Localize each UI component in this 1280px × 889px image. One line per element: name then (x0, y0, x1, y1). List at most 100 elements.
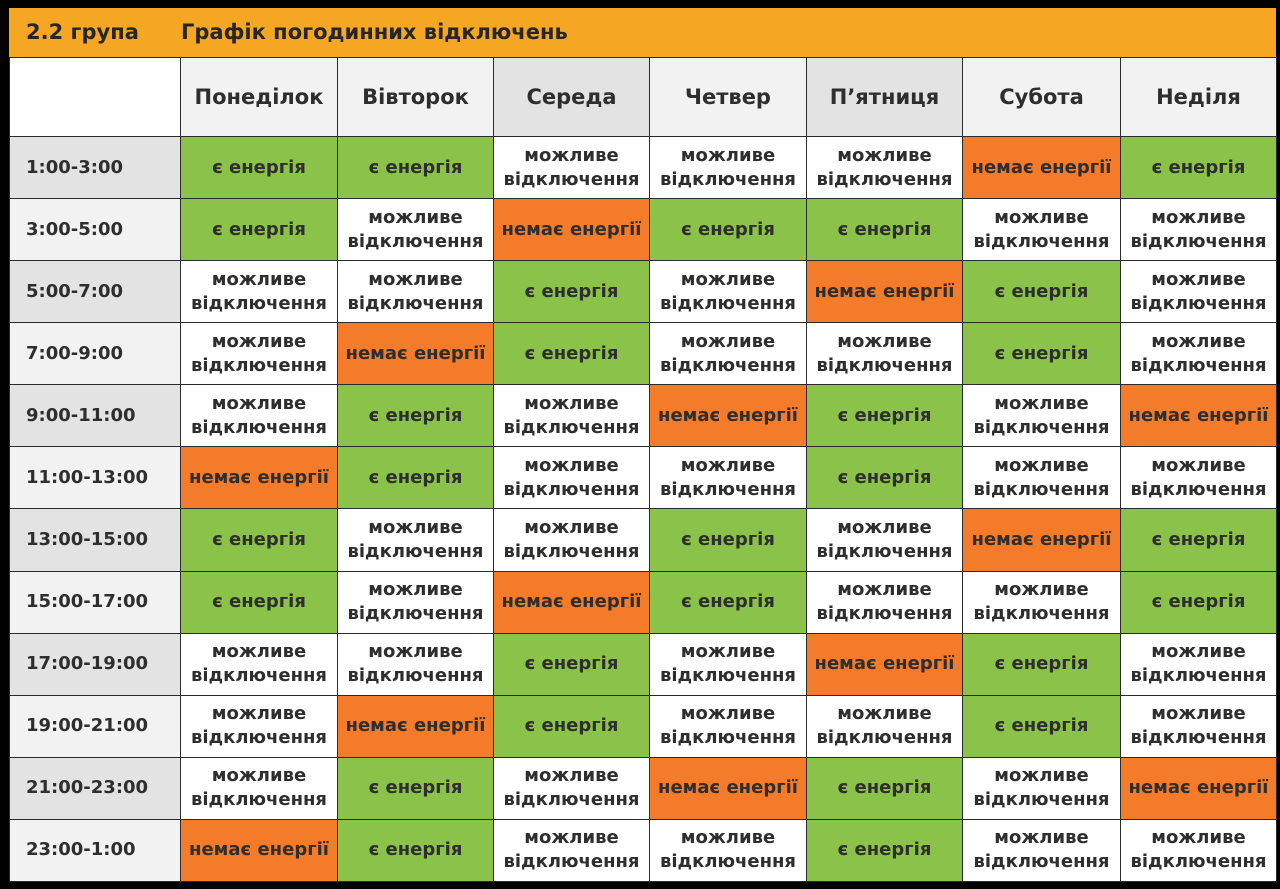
status-label: можливе відключення (816, 330, 953, 376)
status-label: немає енергії (1128, 777, 1269, 799)
status-label: можливе відключення (503, 144, 640, 190)
time-slot: 1:00-3:00 (9, 135, 181, 200)
table-row: 1:00-3:00 є енергія є енергія можливе відкл… (9, 135, 1277, 200)
schedule-cell: є енергія (806, 818, 963, 883)
status-label: можливе відключення (973, 765, 1110, 811)
schedule-cell: можливе відключення (1120, 446, 1277, 510)
status-label: немає енергії (345, 715, 486, 737)
status-label: можливе відключення (816, 144, 953, 190)
status-label: можливе відключення (973, 827, 1110, 873)
status-label: є енергія (212, 218, 306, 240)
status-label: можливе відключення (660, 641, 796, 687)
schedule-cell: можливе відключення (493, 508, 650, 572)
schedule-cell: є енергія (180, 135, 338, 200)
table-row: 23:00-1:00 немає енергії є енергія можливе … (9, 818, 1277, 883)
schedule-cell: немає енергії (806, 260, 963, 324)
time-slot: 15:00-17:00 (9, 570, 181, 634)
status-label: немає енергії (814, 280, 955, 302)
header-bar: 2.2 група Графік погодинних відключень (9, 8, 1276, 57)
day-header: Субота (962, 57, 1121, 137)
schedule-cell: можливе відключення (493, 446, 650, 510)
status-label: є енергія (1151, 591, 1246, 613)
schedule-cell: можливе відключення (337, 260, 494, 324)
time-slot: 23:00-1:00 (9, 818, 181, 883)
schedule-cell: можливе відключення (1120, 818, 1277, 883)
schedule-cell: немає енергії (962, 508, 1121, 572)
status-label: можливе відключення (1130, 827, 1267, 873)
table-row: 11:00-13:00 немає енергії є енергія можливе… (9, 446, 1277, 510)
schedule-cell: можливе відключення (180, 260, 338, 324)
day-header: Четвер (649, 57, 807, 137)
status-label: можливе відключення (503, 392, 640, 438)
schedule-cell: є енергія (337, 818, 494, 883)
status-label: можливе відключення (347, 268, 484, 314)
schedule-cell: є енергія (806, 198, 963, 262)
schedule-cell: є енергія (493, 694, 650, 758)
schedule-cell: немає енергії (649, 756, 807, 820)
schedule-cell: є енергія (1120, 508, 1277, 572)
schedule-cell: можливе відключення (493, 756, 650, 820)
status-label: можливе відключення (973, 454, 1110, 500)
status-label: немає енергії (189, 839, 329, 861)
schedule-cell: можливе відключення (180, 322, 338, 386)
schedule-cell: можливе відключення (493, 135, 650, 200)
status-label: є енергія (994, 280, 1089, 302)
day-header: П’ятниця (806, 57, 963, 137)
schedule-cell: немає енергії (1120, 756, 1277, 820)
status-label: є енергія (368, 777, 463, 799)
schedule-cell: є енергія (493, 632, 650, 696)
schedule-cell: є енергія (180, 198, 338, 262)
time-slot: 5:00-7:00 (9, 260, 181, 324)
schedule-cell: можливе відключення (180, 632, 338, 696)
status-label: можливе відключення (1130, 206, 1267, 252)
schedule-cell: можливе відключення (962, 446, 1121, 510)
status-label: можливе відключення (973, 579, 1110, 625)
schedule-cell: можливе відключення (1120, 694, 1277, 758)
schedule-frame: 2.2 група Графік погодинних відключень П… (9, 8, 1277, 883)
schedule-cell: можливе відключення (1120, 632, 1277, 696)
schedule-cell: можливе відключення (962, 384, 1121, 448)
status-label: немає енергії (971, 156, 1112, 178)
status-label: можливе відключення (973, 392, 1110, 438)
status-label: є енергія (524, 280, 619, 302)
status-label: можливе відключення (191, 703, 327, 749)
schedule-cell: можливе відключення (337, 632, 494, 696)
status-label: є енергія (1151, 156, 1246, 178)
schedule-cell: можливе відключення (649, 446, 807, 510)
status-label: є енергія (212, 156, 306, 178)
status-label: є енергія (524, 342, 619, 364)
status-label: немає енергії (501, 591, 642, 613)
schedule-cell: можливе відключення (649, 260, 807, 324)
schedule-cell: можливе відключення (649, 694, 807, 758)
schedule-cell: немає енергії (337, 694, 494, 758)
schedule-cell: є енергія (649, 198, 807, 262)
schedule-cell: немає енергії (1120, 384, 1277, 448)
status-label: є енергія (368, 839, 463, 861)
schedule-cell: немає енергії (649, 384, 807, 448)
status-label: можливе відключення (347, 641, 484, 687)
schedule-cell: можливе відключення (1120, 322, 1277, 386)
schedule-cell: можливе відключення (649, 322, 807, 386)
status-label: можливе відключення (347, 517, 484, 562)
status-label: можливе відключення (503, 827, 640, 873)
status-label: є енергія (212, 591, 306, 613)
schedule-cell: є енергія (1120, 135, 1277, 200)
schedule-cell: можливе відключення (806, 135, 963, 200)
status-label: можливе відключення (660, 703, 796, 749)
table-row: 3:00-5:00 є енергія можливе відключення нем… (9, 198, 1277, 262)
corner-cell (9, 57, 181, 137)
schedule-cell: немає енергії (180, 446, 338, 510)
schedule-cell: є енергія (337, 384, 494, 448)
status-label: можливе відключення (503, 454, 640, 500)
status-label: можливе відключення (660, 827, 796, 873)
status-label: можливе відключення (191, 765, 327, 811)
time-slot: 13:00-15:00 (9, 508, 181, 572)
status-label: немає енергії (658, 404, 798, 426)
group-label: 2.2 група (26, 20, 139, 44)
status-label: можливе відключення (1130, 454, 1267, 500)
page-title: Графік погодинних відключень (181, 20, 568, 44)
table-row: 21:00-23:00 можливе відключення є енергія м… (9, 756, 1277, 820)
schedule-cell: можливе відключення (806, 694, 963, 758)
schedule-cell: немає енергії (806, 632, 963, 696)
day-header: Неділя (1120, 57, 1277, 137)
